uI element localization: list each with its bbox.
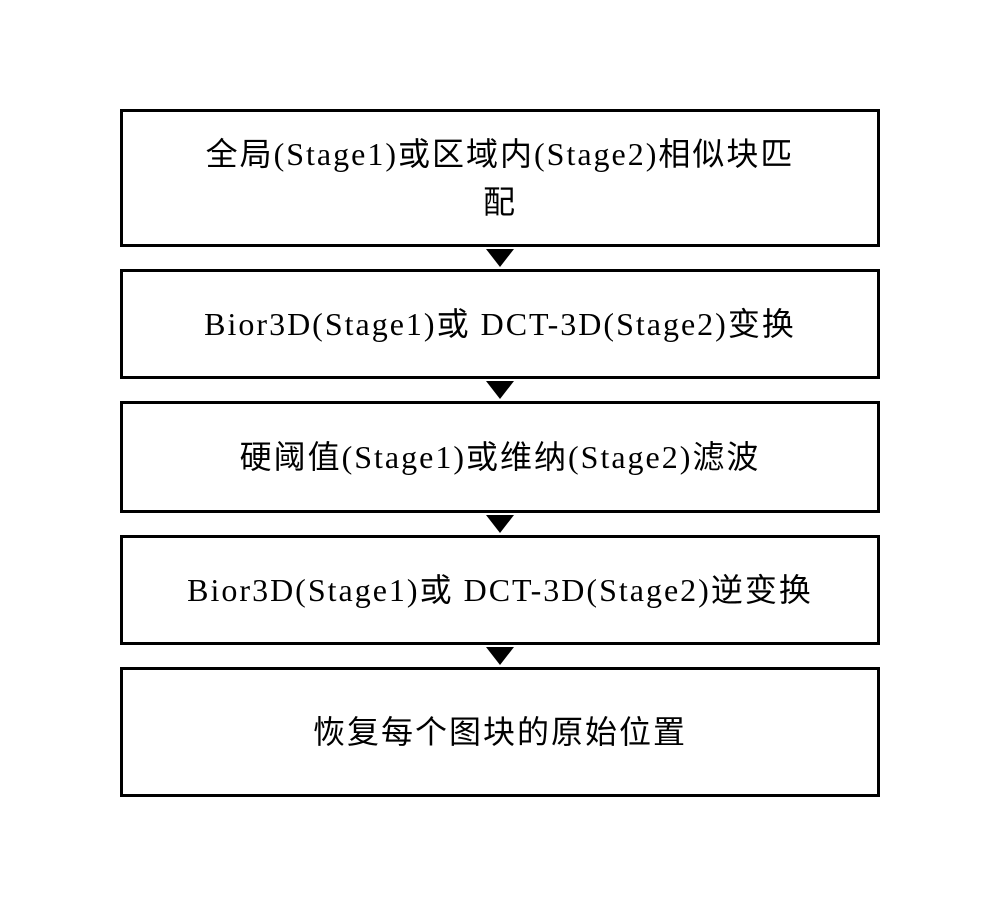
arrow-down-icon (486, 647, 514, 665)
flowchart-step-2: Bior3D(Stage1)或 DCT-3D(Stage2)变换 (120, 269, 880, 379)
step-2-text: Bior3D(Stage1)或 DCT-3D(Stage2)变换 (204, 300, 796, 348)
step-1-text: 全局(Stage1)或区域内(Stage2)相似块匹 配 (206, 130, 795, 226)
flowchart-step-5: 恢复每个图块的原始位置 (120, 667, 880, 797)
arrow-down-icon (486, 515, 514, 533)
flowchart-step-4: Bior3D(Stage1)或 DCT-3D(Stage2)逆变换 (120, 535, 880, 645)
arrow-down-icon (486, 249, 514, 267)
flowchart-step-3: 硬阈值(Stage1)或维纳(Stage2)滤波 (120, 401, 880, 513)
flowchart-container: 全局(Stage1)或区域内(Stage2)相似块匹 配 Bior3D(Stag… (120, 109, 880, 797)
arrow-down-icon (486, 381, 514, 399)
flowchart-step-1: 全局(Stage1)或区域内(Stage2)相似块匹 配 (120, 109, 880, 247)
step-4-text: Bior3D(Stage1)或 DCT-3D(Stage2)逆变换 (187, 566, 813, 614)
step-3-text: 硬阈值(Stage1)或维纳(Stage2)滤波 (240, 433, 761, 481)
step-5-text: 恢复每个图块的原始位置 (313, 708, 687, 756)
